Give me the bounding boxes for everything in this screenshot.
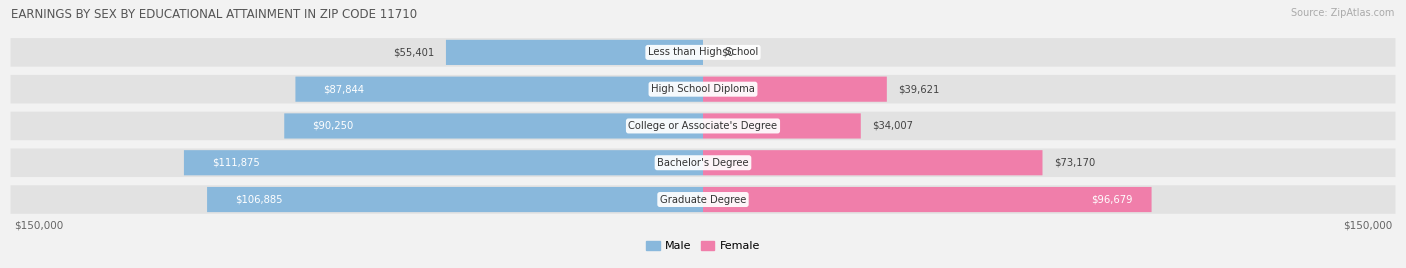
FancyBboxPatch shape	[184, 150, 703, 175]
Text: EARNINGS BY SEX BY EDUCATIONAL ATTAINMENT IN ZIP CODE 11710: EARNINGS BY SEX BY EDUCATIONAL ATTAINMEN…	[11, 8, 418, 21]
FancyBboxPatch shape	[295, 77, 703, 102]
Text: $96,679: $96,679	[1091, 195, 1133, 204]
Text: $90,250: $90,250	[312, 121, 353, 131]
Text: $39,621: $39,621	[898, 84, 939, 94]
Text: $73,170: $73,170	[1054, 158, 1095, 168]
FancyBboxPatch shape	[207, 187, 703, 212]
FancyBboxPatch shape	[10, 148, 1396, 177]
Text: Bachelor's Degree: Bachelor's Degree	[657, 158, 749, 168]
Text: $0: $0	[721, 47, 734, 57]
Text: $106,885: $106,885	[235, 195, 283, 204]
Text: $150,000: $150,000	[1343, 220, 1392, 230]
Text: College or Associate's Degree: College or Associate's Degree	[628, 121, 778, 131]
FancyBboxPatch shape	[703, 113, 860, 139]
FancyBboxPatch shape	[703, 77, 887, 102]
Legend: Male, Female: Male, Female	[641, 236, 765, 255]
Text: $150,000: $150,000	[14, 220, 63, 230]
Text: $34,007: $34,007	[872, 121, 914, 131]
Text: $55,401: $55,401	[394, 47, 434, 57]
FancyBboxPatch shape	[703, 150, 1042, 175]
FancyBboxPatch shape	[10, 38, 1396, 67]
FancyBboxPatch shape	[10, 112, 1396, 140]
FancyBboxPatch shape	[284, 113, 703, 139]
FancyBboxPatch shape	[446, 40, 703, 65]
Text: Less than High School: Less than High School	[648, 47, 758, 57]
FancyBboxPatch shape	[10, 75, 1396, 103]
Text: $111,875: $111,875	[212, 158, 260, 168]
Text: Graduate Degree: Graduate Degree	[659, 195, 747, 204]
FancyBboxPatch shape	[703, 187, 1152, 212]
Text: Source: ZipAtlas.com: Source: ZipAtlas.com	[1291, 8, 1395, 18]
Text: $87,844: $87,844	[323, 84, 364, 94]
FancyBboxPatch shape	[10, 185, 1396, 214]
Text: High School Diploma: High School Diploma	[651, 84, 755, 94]
